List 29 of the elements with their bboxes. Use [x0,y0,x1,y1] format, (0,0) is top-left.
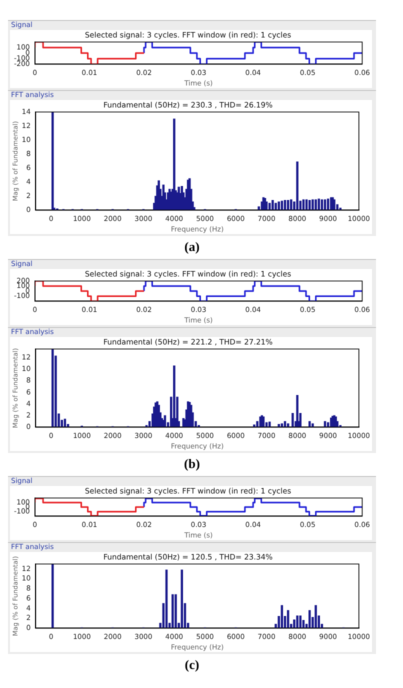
bar [272,200,274,210]
bar [312,199,314,210]
bar [308,610,311,628]
bar [290,199,292,210]
bar [52,564,54,628]
bar [253,424,256,428]
bar [274,202,277,210]
bar [296,161,298,210]
bar [172,594,174,628]
bar [308,421,311,428]
bar [314,199,317,210]
bar [318,198,320,210]
text: (c) [184,656,200,674]
text: (a) [183,238,201,256]
bar [173,365,176,428]
text: (b) [183,455,201,473]
bar [174,594,177,628]
bar [52,112,54,210]
bar [308,200,311,210]
bar [314,605,317,628]
bar [296,616,298,628]
bar [292,412,294,428]
bar [312,423,314,428]
bar [52,349,54,428]
bar [278,201,280,210]
bar [278,424,280,428]
bar [173,118,176,210]
bar [296,395,298,428]
bar [293,619,296,628]
